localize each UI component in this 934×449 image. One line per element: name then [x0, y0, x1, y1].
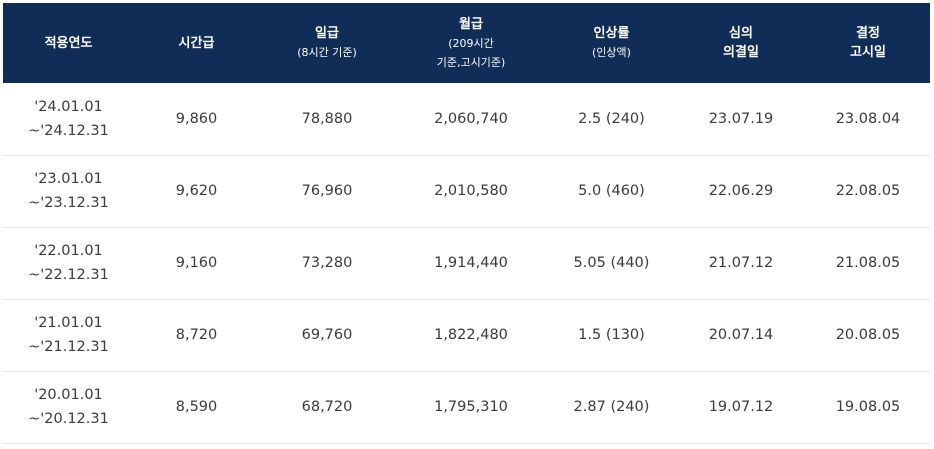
daily-wage-cell: 68,720: [301, 399, 353, 415]
notice-date-cell: 23.08.04: [835, 110, 901, 127]
increase-rate-cell: 2.5 (240): [578, 110, 645, 127]
header-label: 적용연도: [44, 35, 93, 51]
deliberation-date-cell: 20.07.14: [708, 327, 774, 343]
table-row: '20.01.01 ~'20.12.31 8,590 68,720 1,795,…: [3, 371, 930, 443]
notice-date-cell: 21.08.05: [835, 255, 901, 271]
deliberation-date-cell: 23.07.19: [708, 110, 774, 127]
minimum-wage-table: 적용연도 시간급 일급 (8시간 기준) 월급 (209시간 기준,고시기준) 인상…: [3, 3, 930, 444]
table-row: '23.01.01 ~'23.12.31 9,620 76,960 2,010,…: [3, 155, 930, 227]
table-row: '22.01.01 ~'22.12.31 9,160 73,280 1,914,…: [3, 227, 930, 299]
hourly-wage-cell: 9,160: [175, 255, 218, 271]
deliberation-date-cell: 19.07.12: [708, 399, 774, 415]
monthly-wage-cell: 1,914,440: [434, 255, 508, 271]
monthly-wage-cell: 1,795,310: [434, 399, 508, 415]
header-label: 일급: [315, 26, 339, 41]
header-cell: 결정 고시일: [806, 3, 930, 83]
deliberation-date-cell: 22.06.29: [708, 183, 774, 199]
deliberation-date-cell: 21.07.12: [708, 255, 774, 271]
header-cell: 인상률 (인상액): [547, 3, 676, 83]
hourly-wage-cell: 9,860: [175, 110, 218, 127]
daily-wage-cell: 76,960: [301, 183, 353, 199]
header-cell: 적용연도: [3, 3, 134, 83]
monthly-wage-cell: 2,010,580: [434, 183, 508, 199]
header-label: 월급: [459, 16, 483, 32]
header-label: 시간급: [178, 35, 215, 51]
notice-date-cell: 20.08.05: [835, 327, 901, 343]
hourly-wage-cell: 8,590: [175, 399, 218, 415]
header-sublabel: (8시간 기준): [297, 46, 357, 59]
period-cell: '20.01.01 ~'20.12.31: [28, 387, 109, 427]
daily-wage-cell: 73,280: [301, 255, 353, 271]
header-cell: 심의 의결일: [676, 3, 806, 83]
daily-wage-cell: 69,760: [301, 327, 353, 343]
header-cell: 월급 (209시간 기준,고시기준): [395, 3, 547, 83]
notice-date-cell: 19.08.05: [835, 399, 901, 415]
notice-date-cell: 22.08.05: [835, 183, 901, 199]
header-cell: 일급 (8시간 기준): [259, 3, 395, 83]
monthly-wage-cell: 1,822,480: [434, 327, 508, 343]
period-cell: '21.01.01 ~'21.12.31: [28, 315, 109, 355]
table-header-row: 적용연도 시간급 일급 (8시간 기준) 월급 (209시간 기준,고시기준) 인상…: [3, 3, 930, 83]
increase-rate-cell: 5.05 (440): [573, 255, 650, 271]
header-sublabel: (209시간 기준,고시기준): [436, 36, 506, 69]
header-cell: 시간급: [134, 3, 259, 83]
header-label: 인상률: [593, 26, 630, 41]
hourly-wage-cell: 8,720: [175, 327, 218, 343]
table-row: '21.01.01 ~'21.12.31 8,720 69,760 1,822,…: [3, 299, 930, 371]
increase-rate-cell: 1.5 (130): [578, 327, 645, 343]
header-label: 심의 의결일: [723, 26, 759, 60]
increase-rate-cell: 2.87 (240): [573, 399, 650, 415]
monthly-wage-cell: 2,060,740: [434, 110, 508, 127]
period-cell: '22.01.01 ~'22.12.31: [28, 243, 109, 283]
daily-wage-cell: 78,880: [301, 110, 353, 127]
increase-rate-cell: 5.0 (460): [578, 183, 645, 199]
period-cell: '23.01.01 ~'23.12.31: [28, 171, 109, 211]
hourly-wage-cell: 9,620: [175, 183, 218, 199]
table-row: '24.01.01 ~'24.12.31 9,860 78,880 2,060,…: [3, 83, 930, 155]
header-label: 결정 고시일: [850, 26, 886, 60]
header-sublabel: (인상액): [592, 46, 631, 59]
period-cell: '24.01.01 ~'24.12.31: [28, 98, 109, 139]
